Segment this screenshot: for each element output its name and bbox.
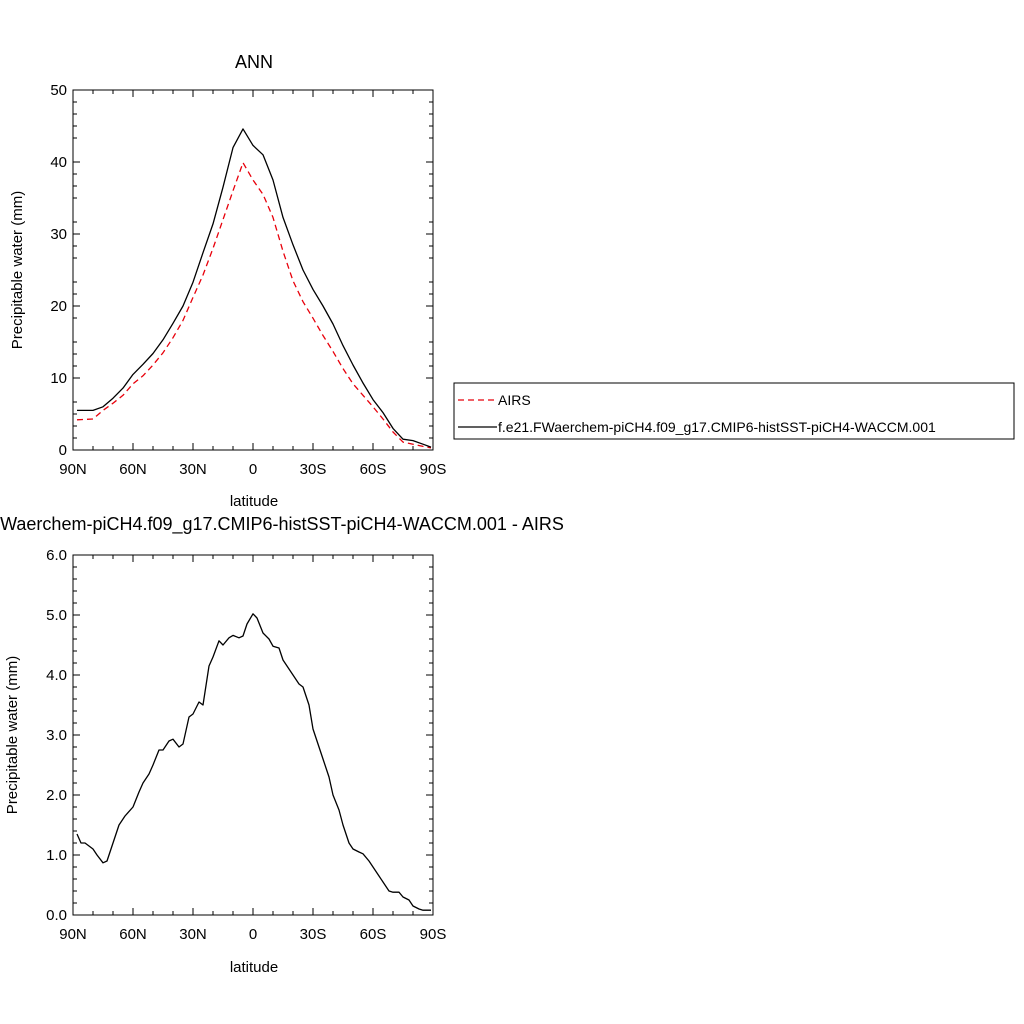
bottom-series-line-0 xyxy=(76,613,431,911)
bottom-x-tick-label-4: 30S xyxy=(300,926,327,943)
bottom-x-tick-label-5: 60S xyxy=(360,926,387,943)
bottom-x-tick-label-1: 60N xyxy=(119,926,147,943)
top-series-line-1 xyxy=(77,128,432,448)
top-y-axis-label: Precipitable water (mm) xyxy=(9,191,26,349)
bottom-plot-area: 90N 60N 30N 0 30S 60S 90S 0.0 1.0 2.0 3.0 4.0 5.0 6.0 xyxy=(46,547,446,943)
top-y-tick-label-1: 10 xyxy=(50,370,67,387)
top-plot-area: 90N 60N 30N 0 30S 60S 90S 0 10 20 30 40 50 xyxy=(50,82,446,478)
top-x-tick-label-4: 30S xyxy=(300,461,327,478)
legend: AIRS f.e21.FWaerchem-piCH4.f09_g17.CMIP6… xyxy=(453,382,1015,440)
bottom-y-tick-label-3: 3.0 xyxy=(46,727,67,744)
bottom-x-tick-label-3: 0 xyxy=(249,926,257,943)
bottom-x-tick-label-6: 90S xyxy=(420,926,447,943)
top-x-tick-label-2: 30N xyxy=(179,461,207,478)
top-x-tick-label-6: 90S xyxy=(420,461,447,478)
top-x-tick-label-1: 60N xyxy=(119,461,147,478)
bottom-chart: f.e21.FWaerchem-piCH4.f09_g17.CMIP6-hist… xyxy=(0,514,564,976)
bottom-y-tick-label-2: 2.0 xyxy=(46,787,67,804)
top-series-line-0 xyxy=(76,162,432,449)
bottom-y-tick-label-1: 1.0 xyxy=(46,847,67,864)
top-y-tick-label-5: 50 xyxy=(50,82,67,99)
bottom-chart-title: f.e21.FWaerchem-piCH4.f09_g17.CMIP6-hist… xyxy=(0,514,564,535)
bottom-y-axis-label: Precipitable water (mm) xyxy=(4,656,21,814)
top-x-axis-label: latitude xyxy=(230,493,278,510)
bottom-x-axis-label: latitude xyxy=(230,959,278,976)
bottom-plot-frame xyxy=(72,554,434,916)
top-chart: ANN 90N 60N 30N 0 30S 60S 90S 0 10 20 30 40 50 latit… xyxy=(9,52,446,510)
top-plot-frame xyxy=(72,89,434,451)
legend-label-airs: AIRS xyxy=(498,392,531,408)
top-y-tick-label-0: 0 xyxy=(59,442,67,459)
legend-label-model: f.e21.FWaerchem-piCH4.f09_g17.CMIP6-hist… xyxy=(498,419,936,435)
top-y-tick-label-2: 20 xyxy=(50,298,67,315)
bottom-y-tick-label-5: 5.0 xyxy=(46,607,67,624)
top-y-tick-label-4: 40 xyxy=(50,154,67,171)
top-chart-title: ANN xyxy=(235,52,273,72)
top-x-tick-label-0: 90N xyxy=(59,461,87,478)
bottom-y-tick-label-4: 4.0 xyxy=(46,667,67,684)
bottom-y-tick-label-6: 6.0 xyxy=(46,547,67,564)
top-y-tick-label-3: 30 xyxy=(50,226,67,243)
top-x-tick-label-5: 60S xyxy=(360,461,387,478)
legend-box xyxy=(453,382,1015,440)
bottom-y-tick-label-0: 0.0 xyxy=(46,907,67,924)
bottom-x-tick-label-2: 30N xyxy=(179,926,207,943)
bottom-x-tick-label-0: 90N xyxy=(59,926,87,943)
top-x-tick-label-3: 0 xyxy=(249,461,257,478)
